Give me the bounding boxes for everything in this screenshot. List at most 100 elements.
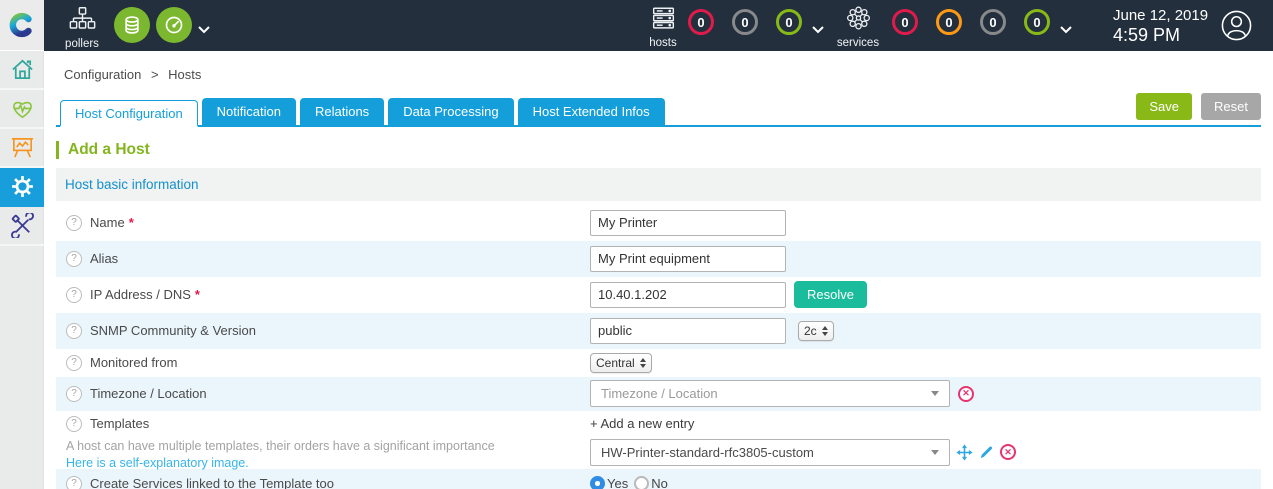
services-chevron-icon[interactable] bbox=[1060, 21, 1072, 39]
select-stepper-icon bbox=[639, 357, 646, 368]
no-radio-label: No bbox=[651, 476, 668, 489]
dropdown-arrow-icon bbox=[931, 391, 939, 397]
hosts-label: hosts bbox=[649, 37, 677, 49]
create-services-yes-radio[interactable] bbox=[590, 476, 605, 489]
help-icon[interactable]: ? bbox=[66, 385, 82, 402]
form-row-create-services: ? Create Services linked to the Template… bbox=[56, 468, 1261, 489]
help-icon[interactable]: ? bbox=[66, 322, 82, 339]
services-unknown-counter[interactable]: 0 bbox=[980, 9, 1006, 35]
create-services-label: Create Services linked to the Template t… bbox=[90, 476, 335, 489]
move-template-icon[interactable] bbox=[956, 444, 973, 461]
timezone-select[interactable]: Timezone / Location bbox=[590, 380, 950, 408]
current-date: June 12, 2019 bbox=[1113, 7, 1209, 24]
tab-relations[interactable]: Relations bbox=[299, 98, 385, 125]
name-label: Name bbox=[90, 215, 125, 231]
hosts-down-counter[interactable]: 0 bbox=[688, 9, 714, 35]
monitored-from-select[interactable]: Central bbox=[590, 352, 652, 373]
tab-notification[interactable]: Notification bbox=[201, 98, 296, 125]
centreon-logo[interactable] bbox=[0, 0, 44, 51]
services-menu[interactable]: services bbox=[836, 5, 880, 49]
sidebar-item-administration[interactable] bbox=[0, 207, 44, 246]
template-select[interactable]: HW-Printer-standard-rfc3805-custom bbox=[590, 438, 950, 466]
help-icon[interactable]: ? bbox=[66, 354, 82, 371]
name-input[interactable] bbox=[590, 209, 786, 236]
configuration-gear-icon bbox=[11, 176, 33, 197]
services-critical-counter[interactable]: 0 bbox=[892, 9, 918, 35]
sidebar-item-home[interactable] bbox=[0, 51, 44, 90]
pollers-menu[interactable]: pollers bbox=[60, 6, 104, 50]
breadcrumb: Configuration > Hosts bbox=[44, 51, 1273, 82]
tab-host-extended-infos[interactable]: Host Extended Infos bbox=[517, 98, 665, 125]
templates-help-link[interactable]: Here is a self-explanatory image. bbox=[66, 455, 249, 470]
monitored-from-value: Central bbox=[596, 355, 635, 370]
form-row-alias: ? Alias bbox=[56, 240, 1261, 277]
resolve-button[interactable]: Resolve bbox=[794, 281, 867, 309]
pollers-icon bbox=[69, 7, 95, 29]
add-template-entry-link[interactable]: + Add a new entry bbox=[590, 415, 695, 431]
breadcrumb-hosts[interactable]: Hosts bbox=[168, 67, 202, 82]
hosts-menu[interactable]: hosts bbox=[644, 6, 682, 49]
dropdown-arrow-icon bbox=[931, 449, 939, 455]
tab-data-processing[interactable]: Data Processing bbox=[388, 98, 514, 125]
services-icon bbox=[846, 6, 870, 30]
user-avatar-icon[interactable] bbox=[1220, 9, 1253, 47]
sidebar-item-configuration[interactable] bbox=[0, 168, 44, 207]
alias-input[interactable] bbox=[590, 245, 786, 272]
form-row-monitored-from: ? Monitored from Central bbox=[56, 349, 1261, 377]
clear-timezone-icon[interactable]: ✕ bbox=[958, 385, 974, 402]
help-icon[interactable]: ? bbox=[66, 250, 82, 267]
required-mark: * bbox=[128, 215, 134, 231]
form-row-name: ? Name * bbox=[56, 205, 1261, 241]
tab-bar: Host Configuration Notification Relation… bbox=[56, 93, 1261, 127]
form-row-ip-address: ? IP Address / DNS * Resolve bbox=[56, 277, 1261, 313]
edit-template-icon[interactable] bbox=[979, 445, 994, 460]
ip-address-input[interactable] bbox=[590, 281, 786, 308]
hosts-chevron-icon[interactable] bbox=[812, 21, 824, 39]
select-stepper-icon bbox=[821, 325, 828, 336]
tab-host-configuration[interactable]: Host Configuration bbox=[60, 100, 198, 127]
save-button[interactable]: Save bbox=[1136, 93, 1193, 120]
sidebar-item-monitoring[interactable] bbox=[0, 90, 44, 129]
services-ok-counter[interactable]: 0 bbox=[1024, 9, 1050, 35]
home-icon bbox=[11, 59, 33, 80]
help-icon[interactable]: ? bbox=[66, 475, 82, 489]
delete-template-icon[interactable]: ✕ bbox=[1000, 444, 1016, 461]
templates-help-text: A host can have multiple templates, thei… bbox=[66, 438, 495, 453]
snmp-community-input[interactable] bbox=[590, 317, 786, 344]
yes-radio-label: Yes bbox=[607, 476, 629, 489]
snmp-label: SNMP Community & Version bbox=[90, 323, 256, 339]
ip-address-label: IP Address / DNS bbox=[90, 287, 191, 303]
services-label: services bbox=[836, 37, 880, 49]
monitored-from-label: Monitored from bbox=[90, 355, 178, 371]
form-row-templates: ? Templates A host can have multiple tem… bbox=[56, 411, 1261, 470]
sidebar-item-reporting[interactable] bbox=[0, 129, 44, 168]
hosts-icon bbox=[652, 7, 674, 29]
help-icon[interactable]: ? bbox=[66, 415, 82, 432]
template-value: HW-Printer-standard-rfc3805-custom bbox=[601, 444, 814, 460]
pollers-label: pollers bbox=[65, 38, 99, 50]
reset-button[interactable]: Reset bbox=[1201, 93, 1261, 120]
form-row-timezone: ? Timezone / Location Timezone / Locatio… bbox=[56, 376, 1261, 411]
latency-gauge-icon[interactable] bbox=[156, 7, 192, 43]
services-warning-counter[interactable]: 0 bbox=[936, 9, 962, 35]
breadcrumb-separator: > bbox=[150, 67, 159, 82]
snmp-version-value: 2c bbox=[804, 323, 817, 338]
required-mark: * bbox=[194, 287, 200, 303]
hosts-up-counter[interactable]: 0 bbox=[776, 9, 802, 35]
help-icon[interactable]: ? bbox=[66, 214, 82, 231]
form-actions: Save Reset bbox=[1136, 93, 1261, 125]
centreon-logo-icon bbox=[9, 12, 32, 38]
top-status-bar: pollers bbox=[0, 0, 1273, 51]
breadcrumb-configuration[interactable]: Configuration bbox=[64, 67, 142, 82]
help-icon[interactable]: ? bbox=[66, 286, 82, 303]
page-title: Add a Host bbox=[56, 141, 1261, 159]
create-services-no-radio[interactable] bbox=[634, 476, 650, 489]
snmp-version-select[interactable]: 2c bbox=[798, 320, 834, 341]
database-status-icon[interactable] bbox=[114, 7, 150, 43]
form-row-snmp: ? SNMP Community & Version 2c bbox=[56, 312, 1261, 349]
pollers-chevron-icon[interactable] bbox=[198, 21, 210, 39]
current-time: 4:59 PM bbox=[1113, 25, 1181, 45]
admin-tools-icon bbox=[10, 213, 34, 238]
reporting-icon bbox=[11, 138, 33, 158]
hosts-unreachable-counter[interactable]: 0 bbox=[732, 9, 758, 35]
